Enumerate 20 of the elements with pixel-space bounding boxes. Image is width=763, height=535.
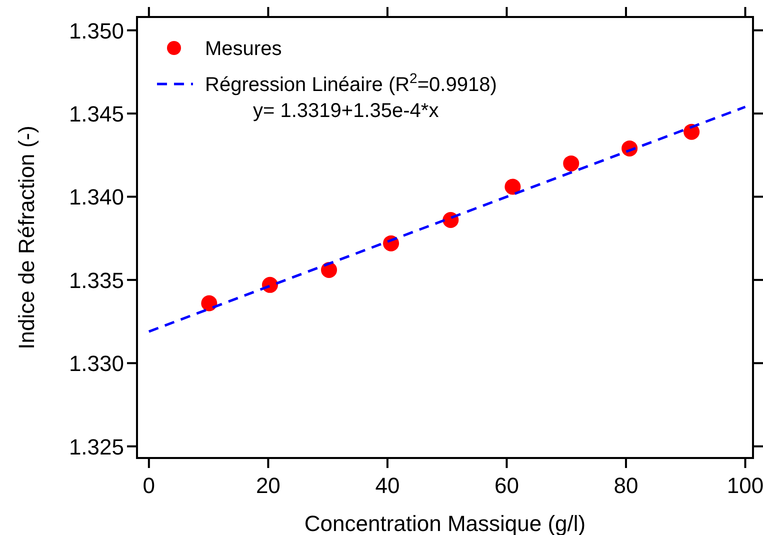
x-tick-label: 80: [614, 473, 638, 498]
y-tick-label: 1.325: [68, 434, 124, 460]
point: [563, 155, 580, 172]
y-tick-label: 1.330: [68, 351, 124, 376]
x-tick-label: 20: [256, 473, 280, 498]
y-tick-label: 1.340: [68, 184, 124, 210]
point: [684, 124, 700, 140]
y-axis-title: Indice de Réfraction (-): [14, 126, 39, 350]
y-tick-label: 1.350: [68, 18, 124, 44]
x-tick-label: 100: [726, 473, 763, 498]
point: [201, 295, 218, 312]
x-tick-label: 40: [375, 473, 400, 498]
y-tick-label: 1.335: [68, 268, 124, 293]
x-tick-label: 0: [142, 473, 156, 498]
legend-label: Mesures: [205, 38, 282, 60]
y-tick-label: 1.345: [68, 102, 124, 127]
point: [504, 178, 521, 195]
annotation: y= 1.3319+1.35e-4*x: [253, 100, 439, 122]
x-tick-label: 60: [494, 473, 519, 498]
legend-label: Régression Linéaire (R$^{2}$=0.9918): [205, 70, 497, 96]
